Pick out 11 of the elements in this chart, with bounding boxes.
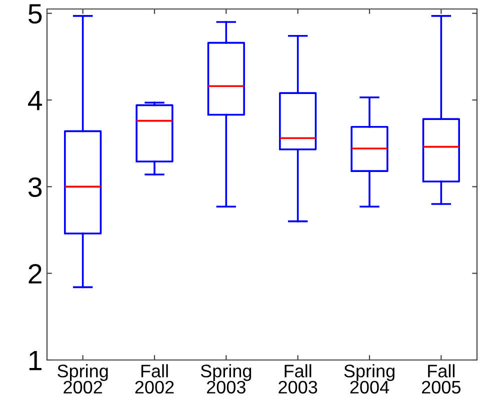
x-tick-label: Fall 2003 <box>278 364 318 394</box>
x-tick-label: Fall 2002 <box>135 364 174 394</box>
y-tick-label: 3 <box>28 177 42 198</box>
y-tick-label: 1 <box>30 350 42 370</box>
x-tick-label: Fall 2005 <box>422 364 460 394</box>
x-tick-label: Spring 2004 <box>344 364 394 394</box>
y-tick-label: 5 <box>28 4 42 24</box>
y-tick-label: 2 <box>28 264 42 284</box>
x-tick-label: Spring 2003 <box>200 364 252 394</box>
y-tick-label: 4 <box>28 90 42 110</box>
x-tick-label: Spring 2002 <box>58 364 108 394</box>
